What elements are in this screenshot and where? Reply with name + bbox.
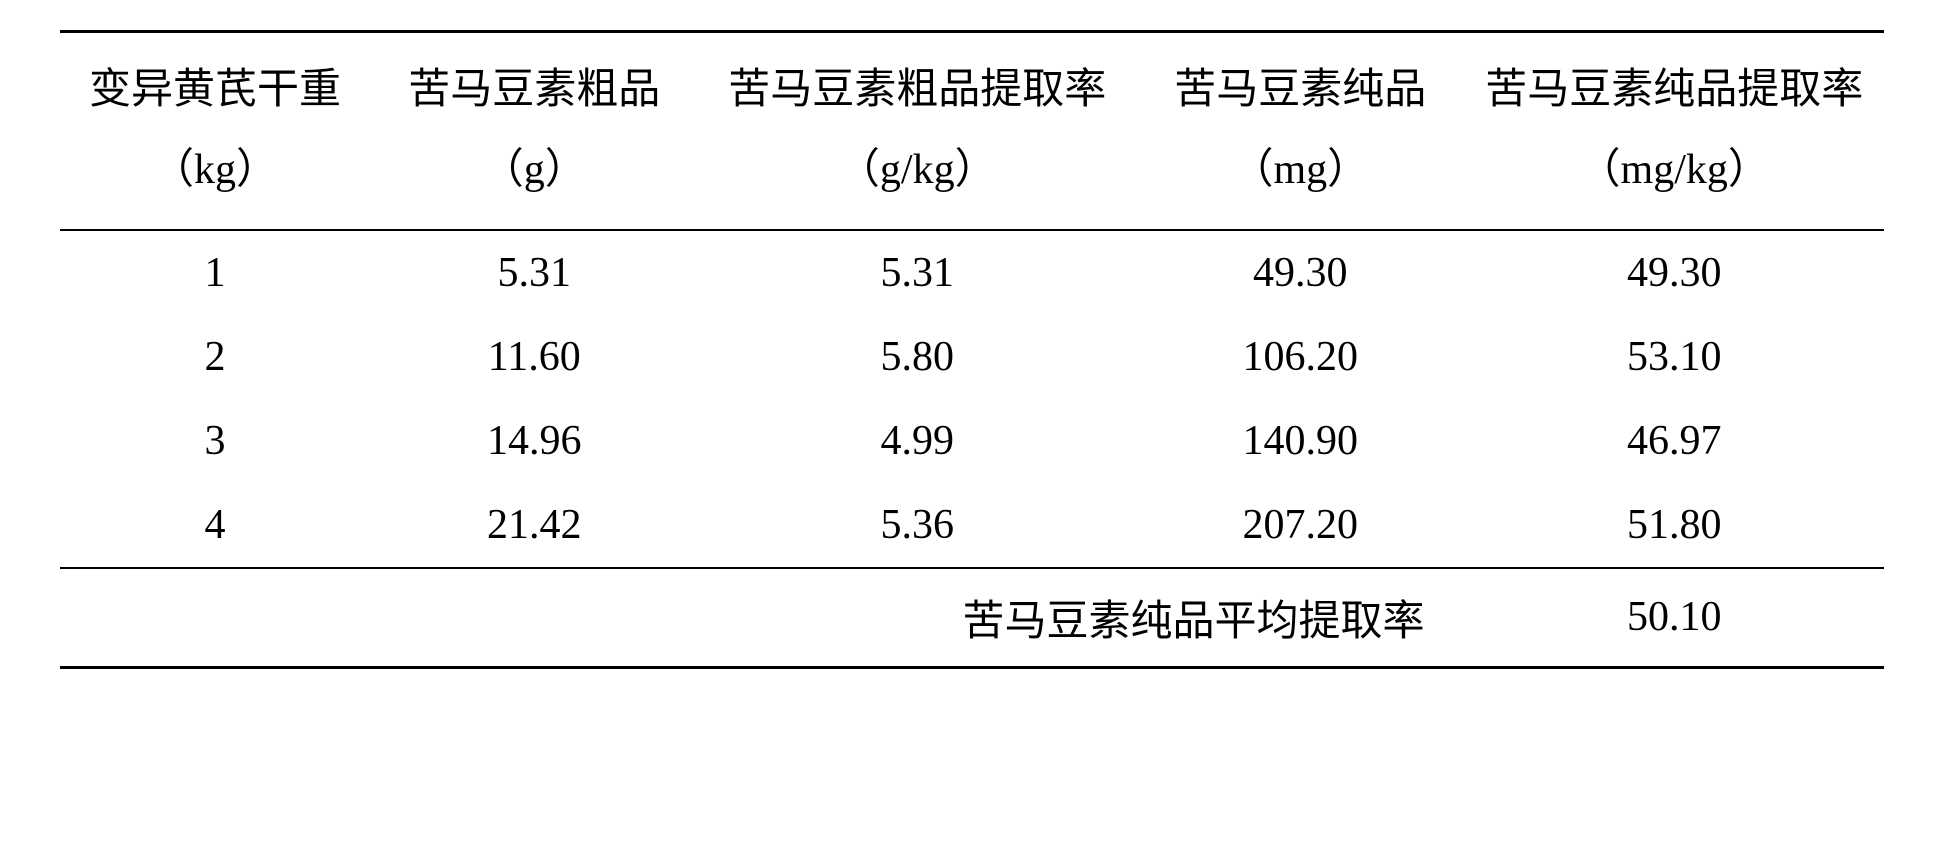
cell: 140.90 — [1136, 399, 1464, 483]
col-header-0: 变异黄芪干重（kg） — [60, 32, 370, 230]
cell: 1 — [60, 230, 370, 315]
footer-value: 50.10 — [1464, 568, 1884, 668]
col-header-3: 苦马豆素纯品（mg） — [1136, 32, 1464, 230]
cell: 14.96 — [370, 399, 698, 483]
cell: 4.99 — [698, 399, 1136, 483]
cell: 4 — [60, 483, 370, 568]
cell: 106.20 — [1136, 315, 1464, 399]
cell: 49.30 — [1464, 230, 1884, 315]
cell: 5.80 — [698, 315, 1136, 399]
cell: 49.30 — [1136, 230, 1464, 315]
data-table: 变异黄芪干重（kg） 苦马豆素粗品（g） 苦马豆素粗品提取率（g/kg） 苦马豆… — [60, 30, 1884, 669]
footer-label: 苦马豆素纯品平均提取率 — [60, 568, 1464, 668]
cell: 21.42 — [370, 483, 698, 568]
table-row: 4 21.42 5.36 207.20 51.80 — [60, 483, 1884, 568]
cell: 2 — [60, 315, 370, 399]
col-header-2: 苦马豆素粗品提取率（g/kg） — [698, 32, 1136, 230]
cell: 53.10 — [1464, 315, 1884, 399]
header-row: 变异黄芪干重（kg） 苦马豆素粗品（g） 苦马豆素粗品提取率（g/kg） 苦马豆… — [60, 32, 1884, 230]
cell: 3 — [60, 399, 370, 483]
cell: 207.20 — [1136, 483, 1464, 568]
cell: 46.97 — [1464, 399, 1884, 483]
col-header-1: 苦马豆素粗品（g） — [370, 32, 698, 230]
footer-row: 苦马豆素纯品平均提取率 50.10 — [60, 568, 1884, 668]
cell: 11.60 — [370, 315, 698, 399]
table-row: 2 11.60 5.80 106.20 53.10 — [60, 315, 1884, 399]
col-header-4: 苦马豆素纯品提取率（mg/kg） — [1464, 32, 1884, 230]
cell: 5.31 — [698, 230, 1136, 315]
cell: 51.80 — [1464, 483, 1884, 568]
cell: 5.31 — [370, 230, 698, 315]
table-row: 3 14.96 4.99 140.90 46.97 — [60, 399, 1884, 483]
cell: 5.36 — [698, 483, 1136, 568]
table-row: 1 5.31 5.31 49.30 49.30 — [60, 230, 1884, 315]
